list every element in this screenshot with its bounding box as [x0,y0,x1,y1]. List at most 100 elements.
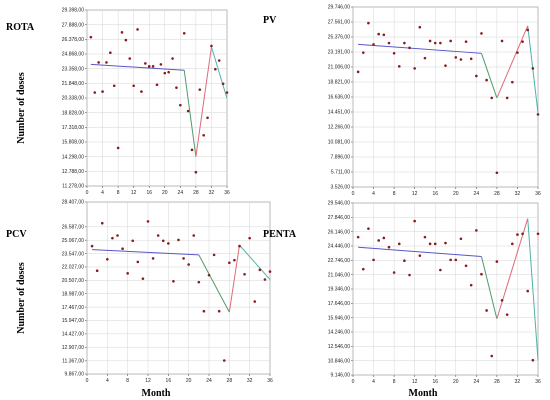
data-point [116,234,119,237]
data-point [161,239,165,243]
data-point [151,65,155,68]
x-tick-label: 20 [453,379,459,385]
y-tick-label: 10.846,00 [328,358,350,364]
data-point [454,56,458,59]
data-point [155,83,159,87]
data-point [116,146,120,150]
data-point [124,38,128,42]
data-point [439,268,442,272]
data-point [268,270,272,273]
data-point [361,267,365,271]
data-point [126,272,129,275]
data-point [198,88,202,91]
y-tick-label: 18.828,00 [62,110,84,116]
trend-line-pre [358,43,482,54]
chart-penta: PENTA 9.146,00 10.846,00 12.546,00 14.246,00… [263,201,541,385]
data-point [361,51,365,54]
x-tick-label: 28 [494,191,500,197]
data-point [132,84,135,88]
x-tick-label: 24 [178,190,184,196]
y-tick-label: 5.711,00 [331,170,350,176]
x-tick-label: 32 [515,379,521,385]
data-point [140,90,143,93]
y-tick-label: 20.507,00 [62,278,84,284]
trend-line-rise [228,245,240,313]
data-point [131,239,135,243]
data-point [433,242,437,246]
data-point [387,245,391,249]
data-point [190,148,194,152]
data-point [454,258,458,262]
x-tick-label: 12 [145,378,151,384]
data-point [120,31,124,34]
y-tick-label: 14.427,00 [62,332,84,338]
data-point [382,33,386,37]
data-point [222,359,226,362]
data-point [418,254,422,257]
data-point [95,269,99,273]
data-point [367,21,370,25]
y-tick-label: 12.546,00 [328,344,350,350]
trend-line-drop [480,256,498,320]
data-point [469,57,473,61]
data-point [490,96,494,100]
y-tick-label: 15.808,00 [62,140,84,146]
data-point [172,279,175,283]
x-tick-label: 32 [515,191,521,197]
x-tick-label: 0 [352,191,355,197]
x-tick-label: 28 [193,190,199,196]
data-point [403,259,406,263]
x-tick-label: 8 [393,191,396,197]
y-tick-label: 29.546,00 [328,201,350,207]
x-tick-label: 32 [247,378,253,384]
y-tick-label: 9.146,00 [331,373,351,379]
trend-line-pre [92,249,199,256]
data-point [128,57,132,60]
data-point [367,227,370,230]
x-tick-label: 16 [166,378,172,384]
y-tick-label: 3.526,00 [331,185,351,191]
data-point [382,236,386,240]
data-point [217,309,221,313]
y-tick-label: 29.746,00 [328,5,350,11]
y-axis-label-top: Number of doses [16,72,27,144]
data-point [490,354,494,358]
data-point [500,39,504,43]
data-point [202,309,206,313]
data-point [202,133,205,137]
y-tick-label: 12.266,00 [328,125,350,131]
plot-area-pcv [86,201,271,375]
data-point [146,220,150,223]
y-tick-label: 14.246,00 [328,330,350,336]
data-point [521,232,524,236]
data-point [106,257,109,261]
data-point [423,56,427,60]
trend-line-drop [480,53,498,99]
data-point [413,219,416,223]
x-tick-label: 4 [101,190,104,196]
chart-title-rota: ROTA [6,22,35,33]
y-tick-label: 26.146,00 [328,229,350,235]
x-tick-label: 20 [453,191,459,197]
x-tick-label: 20 [186,378,192,384]
data-point [217,59,221,62]
data-point [263,278,267,281]
x-tick-label: 28 [494,379,500,385]
y-tick-label: 28.407,00 [62,200,84,206]
x-tick-label: 8 [117,190,120,196]
data-point [111,236,114,240]
x-tick-label: 4 [372,379,375,385]
chart-pv: PV 3.526,00 5.711,00 7.896,00 10.081,00 12.26… [263,5,541,197]
data-point [531,67,535,70]
data-point [536,232,540,236]
data-point [511,80,514,84]
trend-line-rise [496,25,529,99]
x-tick-label: 8 [393,379,396,385]
data-point [197,280,201,284]
data-point [516,233,519,236]
data-point [206,116,209,120]
data-point [238,244,241,248]
data-point [207,273,211,277]
x-tick-label: 24 [474,191,480,197]
data-point [464,40,468,43]
